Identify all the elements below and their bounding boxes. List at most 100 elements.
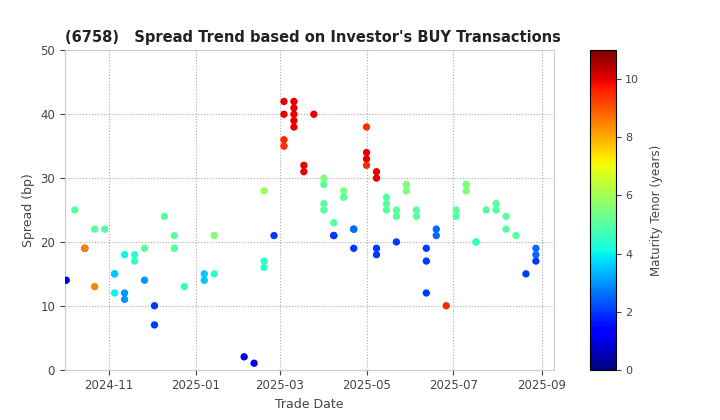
Point bbox=[258, 264, 270, 271]
Point bbox=[288, 123, 300, 130]
Point bbox=[209, 232, 220, 239]
Point bbox=[168, 232, 180, 239]
Point bbox=[490, 207, 502, 213]
Point bbox=[69, 207, 81, 213]
Point bbox=[288, 105, 300, 111]
Point bbox=[530, 245, 541, 252]
Point bbox=[278, 143, 289, 150]
Point bbox=[470, 239, 482, 245]
Point bbox=[410, 213, 422, 220]
Point bbox=[460, 181, 472, 188]
Point bbox=[451, 213, 462, 220]
Point bbox=[258, 258, 270, 265]
Point bbox=[288, 98, 300, 105]
Point bbox=[391, 207, 402, 213]
Point bbox=[318, 200, 330, 207]
Point bbox=[248, 360, 260, 367]
Point bbox=[129, 251, 140, 258]
Point bbox=[79, 245, 91, 252]
Point bbox=[480, 207, 492, 213]
Point bbox=[288, 117, 300, 124]
Point bbox=[338, 187, 349, 194]
Point bbox=[371, 175, 382, 181]
Point bbox=[441, 302, 452, 309]
Point bbox=[460, 187, 472, 194]
Point bbox=[99, 226, 110, 233]
Point bbox=[371, 245, 382, 252]
Point bbox=[168, 245, 180, 252]
Point bbox=[258, 187, 270, 194]
Text: (6758)   Spread Trend based on Investor's BUY Transactions: (6758) Spread Trend based on Investor's … bbox=[65, 30, 561, 45]
Point bbox=[348, 245, 359, 252]
Point bbox=[338, 194, 349, 201]
Point bbox=[79, 245, 91, 252]
Point bbox=[328, 232, 340, 239]
Point bbox=[199, 277, 210, 284]
Point bbox=[149, 322, 161, 328]
Point bbox=[361, 123, 372, 130]
Point bbox=[298, 168, 310, 175]
Point bbox=[318, 175, 330, 181]
Point bbox=[119, 296, 130, 303]
Point bbox=[149, 302, 161, 309]
Point bbox=[109, 270, 120, 277]
Point bbox=[420, 245, 432, 252]
Point bbox=[238, 354, 250, 360]
Point bbox=[371, 251, 382, 258]
Point bbox=[410, 207, 422, 213]
Point bbox=[470, 239, 482, 245]
Point bbox=[510, 232, 522, 239]
Point bbox=[431, 226, 442, 233]
Point bbox=[381, 200, 392, 207]
Point bbox=[60, 277, 72, 284]
Point bbox=[530, 251, 541, 258]
Point bbox=[139, 277, 150, 284]
Point bbox=[348, 226, 359, 233]
Point bbox=[139, 245, 150, 252]
Point bbox=[318, 181, 330, 188]
Point bbox=[530, 258, 541, 265]
Point bbox=[371, 168, 382, 175]
X-axis label: Trade Date: Trade Date bbox=[275, 398, 344, 411]
Point bbox=[361, 149, 372, 156]
Point bbox=[328, 232, 340, 239]
Point bbox=[288, 111, 300, 118]
Point bbox=[278, 111, 289, 118]
Point bbox=[348, 226, 359, 233]
Point bbox=[89, 226, 101, 233]
Point bbox=[490, 200, 502, 207]
Point bbox=[278, 136, 289, 143]
Point bbox=[158, 213, 170, 220]
Point bbox=[119, 290, 130, 297]
Point bbox=[298, 162, 310, 169]
Point bbox=[129, 258, 140, 265]
Point bbox=[431, 232, 442, 239]
Point bbox=[308, 111, 320, 118]
Point bbox=[451, 207, 462, 213]
Point bbox=[89, 283, 101, 290]
Point bbox=[199, 270, 210, 277]
Point bbox=[209, 270, 220, 277]
Point bbox=[328, 219, 340, 226]
Y-axis label: Maturity Tenor (years): Maturity Tenor (years) bbox=[650, 144, 663, 276]
Point bbox=[400, 181, 412, 188]
Point bbox=[391, 239, 402, 245]
Point bbox=[278, 98, 289, 105]
Point bbox=[381, 207, 392, 213]
Y-axis label: Spread (bp): Spread (bp) bbox=[22, 173, 35, 247]
Point bbox=[361, 162, 372, 169]
Point bbox=[109, 290, 120, 297]
Point bbox=[400, 187, 412, 194]
Point bbox=[318, 207, 330, 213]
Point bbox=[391, 213, 402, 220]
Point bbox=[179, 283, 190, 290]
Point bbox=[109, 270, 120, 277]
Point bbox=[168, 245, 180, 252]
Point bbox=[269, 232, 280, 239]
Point bbox=[520, 270, 531, 277]
Point bbox=[500, 226, 512, 233]
Point bbox=[381, 194, 392, 201]
Point bbox=[420, 290, 432, 297]
Point bbox=[119, 251, 130, 258]
Point bbox=[361, 155, 372, 162]
